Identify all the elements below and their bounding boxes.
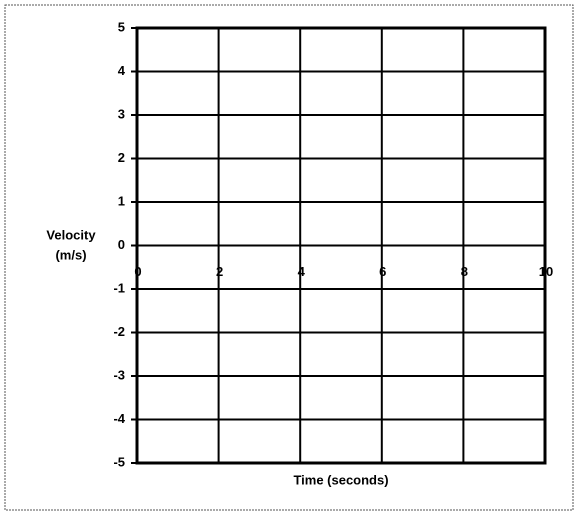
y-axis-label: (m/s) [55, 247, 86, 262]
y-tick-label: 5 [118, 19, 125, 34]
y-axis-label: Velocity [46, 227, 96, 242]
y-tick-label: -5 [113, 454, 125, 469]
y-tick-label: -3 [113, 367, 125, 382]
chart-border [4, 4, 574, 511]
y-tick-label: 4 [118, 63, 126, 78]
x-tick-label: 4 [298, 264, 306, 279]
x-axis-label: Time (seconds) [293, 472, 388, 487]
y-tick-label: -4 [113, 411, 125, 426]
y-tick-label: -1 [113, 280, 125, 295]
y-tick-label: 0 [118, 237, 125, 252]
y-tick-label: -2 [113, 324, 125, 339]
plot-frame [135, 26, 547, 465]
y-tick-label: 2 [118, 150, 125, 165]
y-tick-label: 3 [118, 106, 125, 121]
y-tick-label: 1 [118, 193, 125, 208]
